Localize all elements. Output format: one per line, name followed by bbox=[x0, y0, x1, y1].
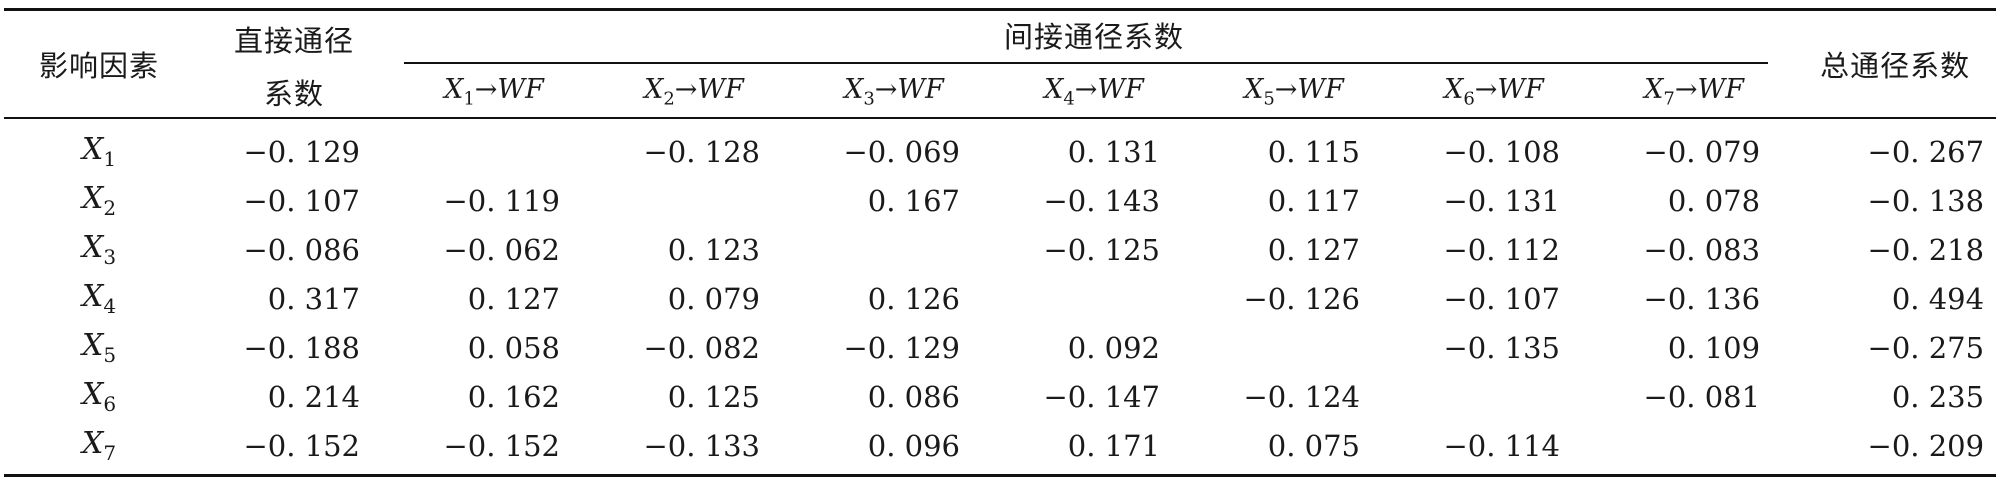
indirect-cell: −0. 131 bbox=[1443, 183, 1560, 218]
indirect-cell: −0. 062 bbox=[443, 232, 560, 267]
indirect-cell bbox=[1394, 372, 1594, 421]
indirect-cell: −0. 152 bbox=[394, 421, 594, 477]
total-cell: −0. 218 bbox=[1867, 232, 1985, 267]
indirect-cell: 0. 126 bbox=[867, 281, 960, 316]
indirect-cell: 0. 115 bbox=[1267, 134, 1360, 169]
header-path-x3: X3→WF bbox=[794, 67, 994, 119]
indirect-cell: 0. 096 bbox=[794, 421, 994, 477]
row-label: X6 bbox=[81, 377, 117, 416]
row-label: X3 bbox=[81, 230, 117, 269]
row-label: X5 bbox=[81, 328, 117, 367]
indirect-cell: 0. 127 bbox=[467, 281, 560, 316]
indirect-cell: 0. 117 bbox=[1267, 183, 1360, 218]
row-label: X7 bbox=[4, 421, 194, 477]
table-row: X5 −0. 188 0. 058 −0. 082 −0. 129 0. 092… bbox=[4, 323, 1996, 372]
header-path-x6: X6→WF bbox=[1394, 67, 1594, 119]
indirect-cell bbox=[994, 274, 1194, 323]
row-label: X2 bbox=[81, 181, 117, 220]
indirect-cell: 0. 171 bbox=[994, 421, 1194, 477]
indirect-cell: −0. 125 bbox=[1043, 232, 1160, 267]
header-path-x1: X1→WF bbox=[394, 67, 594, 119]
indirect-cell: −0. 119 bbox=[443, 183, 560, 218]
indirect-cell: −0. 107 bbox=[1443, 281, 1560, 316]
total-cell: −0. 138 bbox=[1867, 183, 1985, 218]
indirect-cell: −0. 136 bbox=[1643, 281, 1761, 316]
table-row: X1 −0. 129 −0. 128 −0. 069 0. 131 0. 115… bbox=[4, 118, 1996, 176]
direct-cell: −0. 107 bbox=[243, 183, 360, 218]
indirect-cell bbox=[1594, 421, 1795, 477]
indirect-cell bbox=[394, 118, 594, 176]
indirect-cell: −0. 143 bbox=[1043, 183, 1160, 218]
table-row: X7 −0. 152 −0. 152 −0. 133 0. 096 0. 171… bbox=[4, 421, 1997, 477]
indirect-cell: −0. 081 bbox=[1643, 379, 1761, 414]
header-factor: 影响因素 bbox=[4, 8, 194, 119]
indirect-cell: 0. 162 bbox=[467, 379, 560, 414]
indirect-cell: −0. 079 bbox=[1643, 134, 1761, 169]
header-direct-line1: 直接通径 bbox=[194, 8, 394, 67]
header-path-x7: X7→WF bbox=[1594, 67, 1795, 119]
direct-cell: −0. 152 bbox=[194, 421, 394, 477]
indirect-cell: 0. 127 bbox=[1267, 232, 1360, 267]
indirect-cell: 0. 125 bbox=[667, 379, 760, 414]
path-coefficient-table: 影响因素 直接通径 间接通径系数 总通径系数 系数 X1→WF X2→WF X3… bbox=[4, 8, 1997, 477]
indirect-cell: 0. 123 bbox=[667, 232, 760, 267]
total-cell: −0. 275 bbox=[1867, 330, 1985, 365]
indirect-cell: −0. 069 bbox=[843, 134, 960, 169]
indirect-cell: −0. 128 bbox=[643, 134, 760, 169]
table-row: X3 −0. 086 −0. 062 0. 123 −0. 125 0. 127… bbox=[4, 225, 1996, 274]
header-indirect-rule bbox=[404, 62, 1769, 64]
table-row: X6 0. 214 0. 162 0. 125 0. 086 −0. 147 −… bbox=[4, 372, 1996, 421]
indirect-cell: 0. 078 bbox=[1667, 183, 1761, 218]
header-path-x5: X5→WF bbox=[1194, 67, 1394, 119]
direct-cell: −0. 086 bbox=[243, 232, 360, 267]
direct-cell: −0. 188 bbox=[243, 330, 360, 365]
indirect-cell: −0. 135 bbox=[1443, 330, 1560, 365]
indirect-cell: −0. 108 bbox=[1443, 134, 1560, 169]
table-body: X1 −0. 129 −0. 128 −0. 069 0. 131 0. 115… bbox=[4, 118, 1997, 477]
direct-cell: −0. 129 bbox=[243, 134, 360, 169]
indirect-cell bbox=[594, 176, 794, 225]
indirect-cell: −0. 124 bbox=[1243, 379, 1360, 414]
indirect-cell: 0. 075 bbox=[1194, 421, 1394, 477]
indirect-cell: −0. 083 bbox=[1643, 232, 1761, 267]
indirect-cell: 0. 167 bbox=[867, 183, 960, 218]
total-cell: −0. 209 bbox=[1794, 421, 1997, 477]
indirect-cell: 0. 092 bbox=[1067, 330, 1160, 365]
indirect-cell: 0. 079 bbox=[667, 281, 760, 316]
direct-cell: 0. 214 bbox=[267, 379, 360, 414]
total-cell: −0. 267 bbox=[1867, 134, 1985, 169]
table-row: X2 −0. 107 −0. 119 0. 167 −0. 143 0. 117… bbox=[4, 176, 1996, 225]
table-row: X4 0. 317 0. 127 0. 079 0. 126 −0. 126 −… bbox=[4, 274, 1996, 323]
header-path-x4: X4→WF bbox=[994, 67, 1194, 119]
indirect-cell: −0. 126 bbox=[1243, 281, 1360, 316]
header-path-x2: X2→WF bbox=[594, 67, 794, 119]
total-cell: 0. 235 bbox=[1891, 379, 1985, 414]
row-label: X1 bbox=[81, 132, 117, 171]
header-direct-line2: 系数 bbox=[194, 67, 394, 119]
header-indirect-label: 间接通径系数 bbox=[1004, 20, 1185, 54]
header-indirect: 间接通径系数 bbox=[394, 8, 1795, 67]
indirect-cell: −0. 082 bbox=[643, 330, 760, 365]
indirect-cell: 0. 086 bbox=[867, 379, 960, 414]
total-cell: 0. 494 bbox=[1891, 281, 1985, 316]
header-total: 总通径系数 bbox=[1794, 8, 1997, 119]
indirect-cell bbox=[794, 225, 994, 274]
indirect-cell bbox=[1194, 323, 1394, 372]
indirect-cell: −0. 147 bbox=[1043, 379, 1160, 414]
indirect-cell: −0. 129 bbox=[843, 330, 960, 365]
indirect-cell: −0. 114 bbox=[1394, 421, 1594, 477]
indirect-cell: −0. 133 bbox=[594, 421, 794, 477]
indirect-cell: −0. 112 bbox=[1443, 232, 1560, 267]
indirect-cell: 0. 058 bbox=[467, 330, 560, 365]
indirect-cell: 0. 131 bbox=[1067, 134, 1160, 169]
row-label: X4 bbox=[81, 279, 117, 318]
table-header: 影响因素 直接通径 间接通径系数 总通径系数 系数 X1→WF X2→WF X3… bbox=[4, 8, 1997, 119]
direct-cell: 0. 317 bbox=[267, 281, 360, 316]
indirect-cell: 0. 109 bbox=[1667, 330, 1761, 365]
